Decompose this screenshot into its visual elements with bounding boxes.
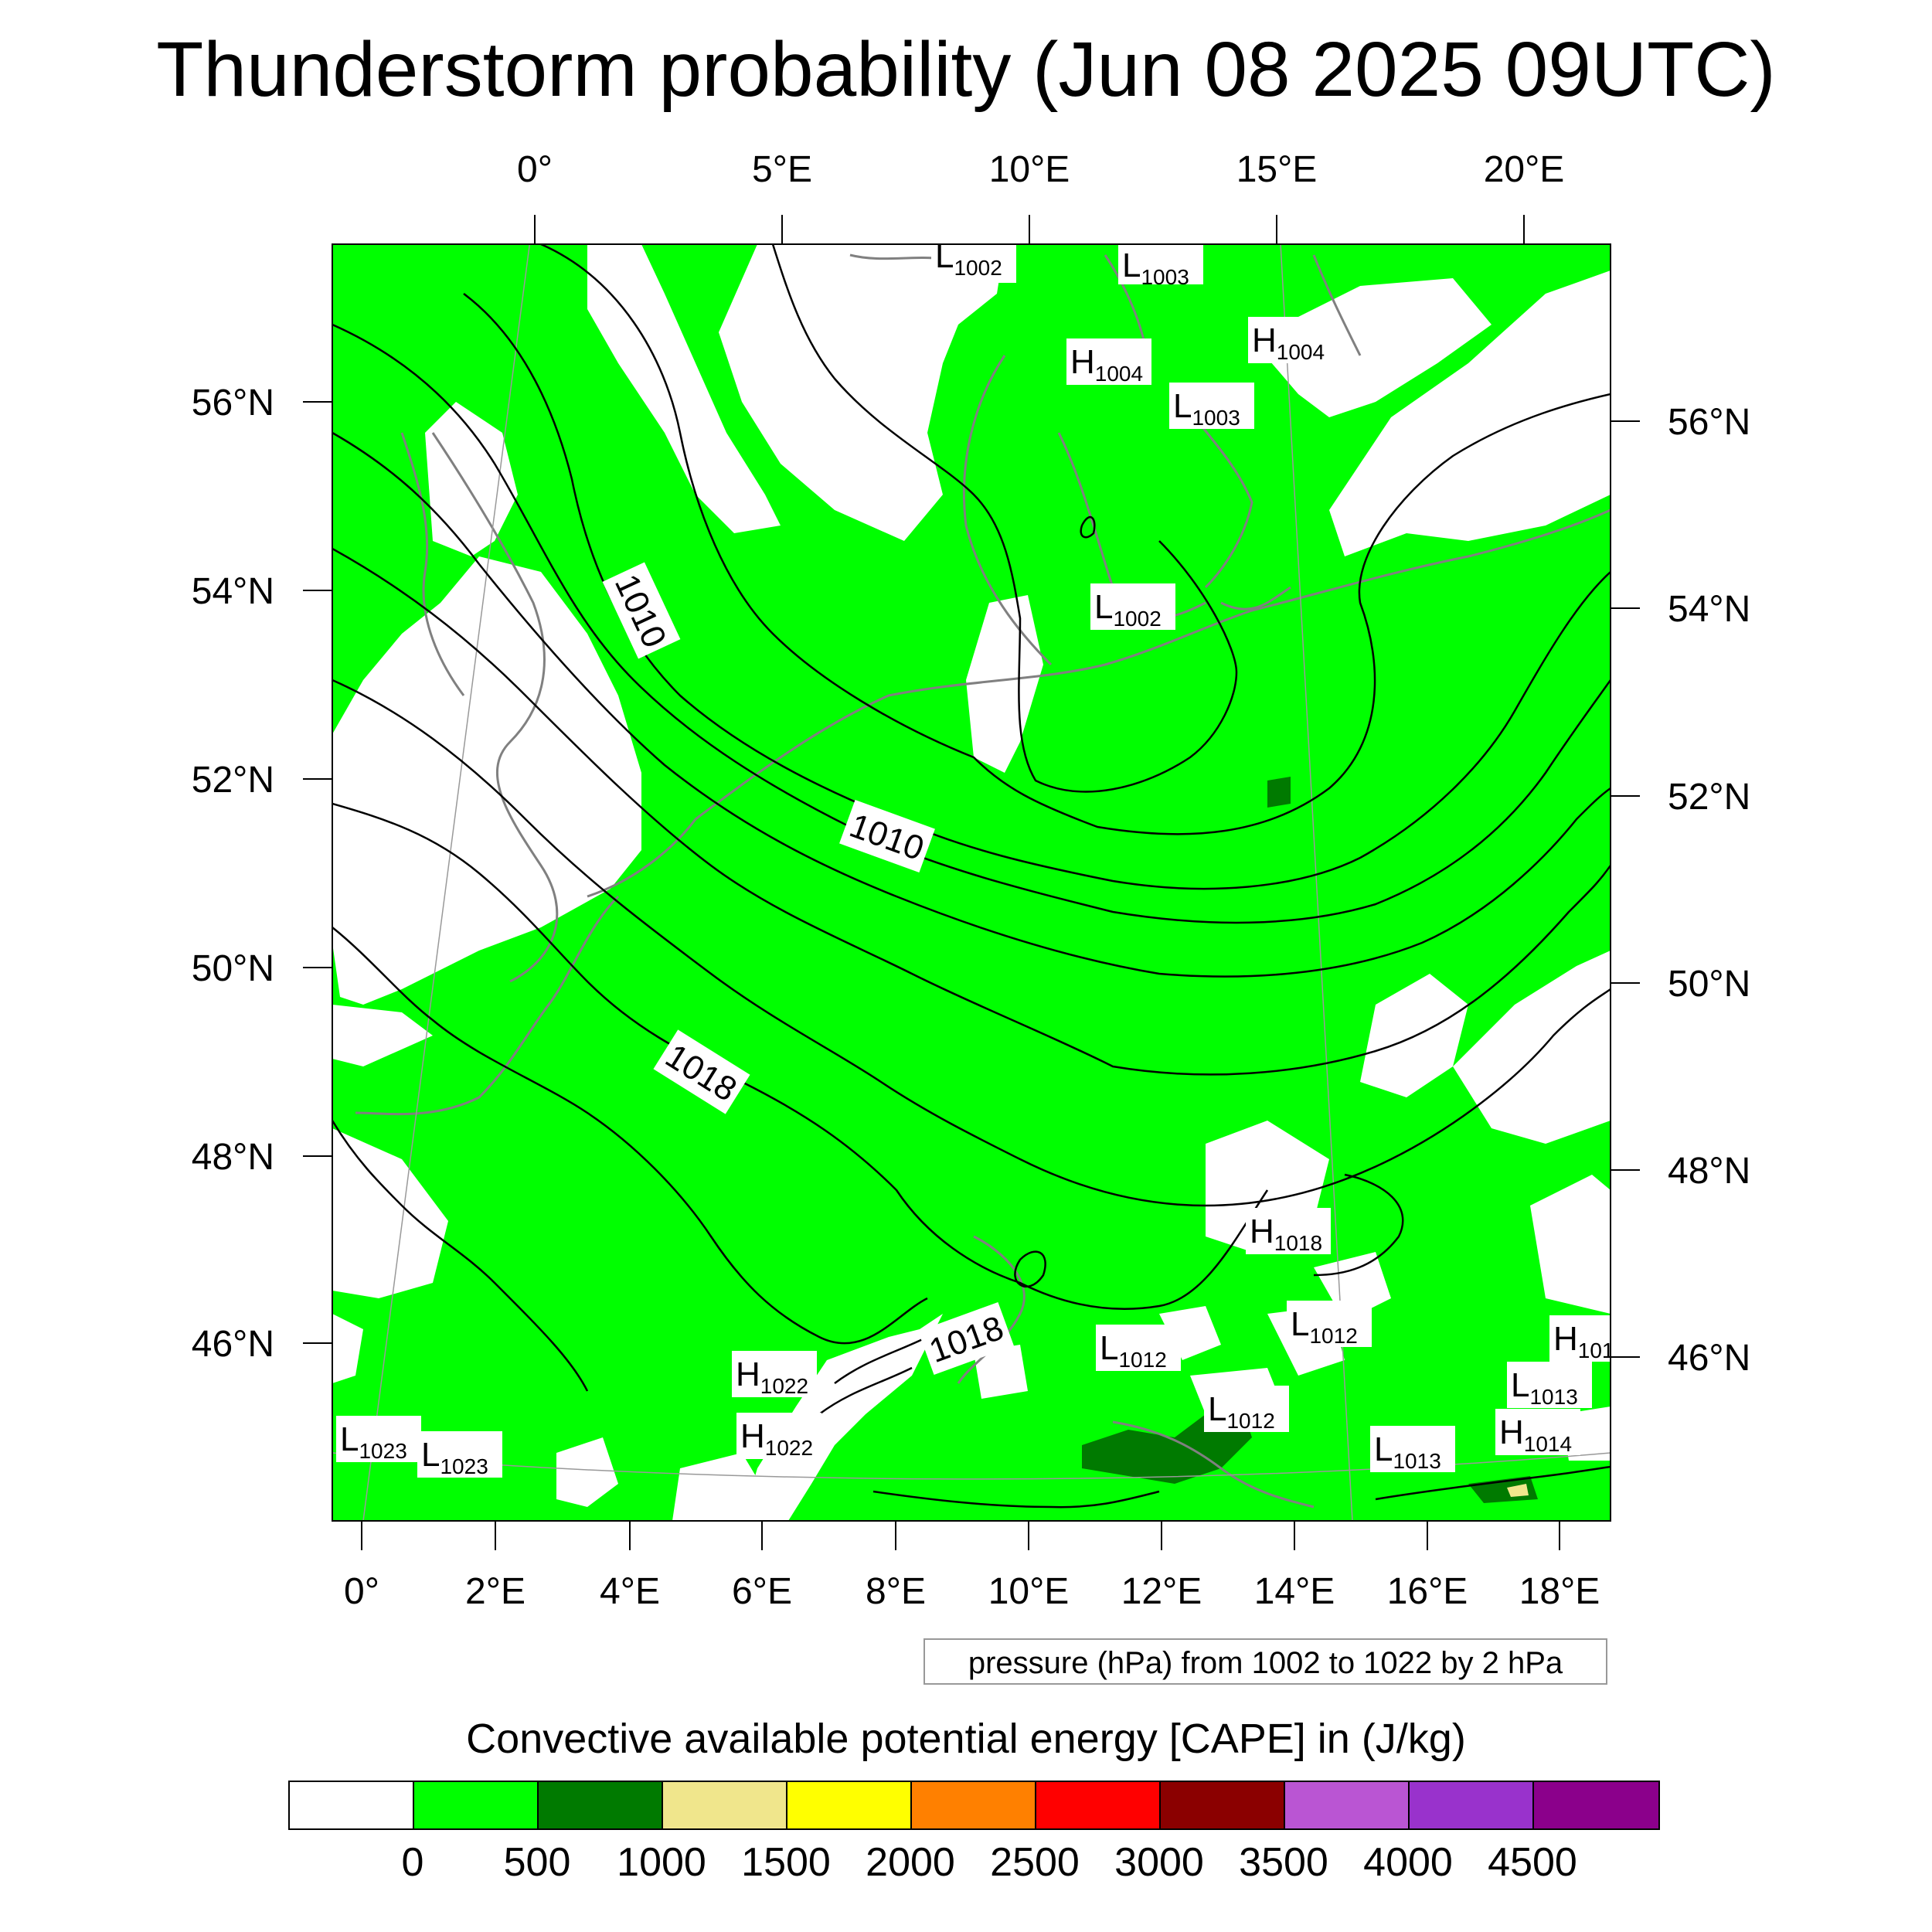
lon-label-bottom: 14°E bbox=[1254, 1571, 1335, 1612]
colorbar-labels: 0 500 1000 1500 2000 2500 3000 3500 4000 4500 bbox=[0, 1839, 1932, 1893]
bottom-axis-labels: 0° 2°E 4°E 6°E 8°E 10°E 12°E 14°E 16°E 1… bbox=[344, 1571, 1600, 1612]
pressure-center-label: L1012 bbox=[1100, 1329, 1167, 1372]
lat-label-right: 56°N bbox=[1668, 402, 1750, 443]
tick-marks bbox=[303, 215, 1640, 1550]
pressure-contour-note: pressure (hPa) from 1002 to 1022 by 2 hP… bbox=[923, 1638, 1607, 1685]
colorbar-label: 2000 bbox=[866, 1840, 955, 1885]
pressure-center-label: L1002 bbox=[935, 237, 1002, 280]
colorbar-label: 4500 bbox=[1488, 1840, 1577, 1885]
colorbar-segment bbox=[539, 1782, 663, 1828]
pressure-center-label: L1023 bbox=[340, 1420, 407, 1463]
lon-label-bottom: 12°E bbox=[1121, 1571, 1202, 1612]
colorbar-segment bbox=[1161, 1782, 1285, 1828]
map-title: Thunderstorm probability (Jun 08 2025 09… bbox=[156, 26, 1776, 113]
pressure-centers: L1002 L1003 H1004 H1004 L1003 L1002 H101… bbox=[336, 237, 1614, 1478]
colorbar-segment bbox=[1036, 1782, 1161, 1828]
lat-label-right: 50°N bbox=[1668, 964, 1750, 1005]
lat-label-left: 48°N bbox=[192, 1137, 274, 1178]
pressure-center-label: L1012 bbox=[1291, 1305, 1358, 1348]
top-axis-labels: 0° 5°E 10°E 15°E 20°E bbox=[517, 149, 1564, 190]
pressure-center-label: L1013 bbox=[1511, 1366, 1578, 1409]
colorbar-segment bbox=[290, 1782, 414, 1828]
lat-label-left: 46°N bbox=[192, 1324, 274, 1365]
colorbar-segment bbox=[414, 1782, 539, 1828]
lat-label-left: 50°N bbox=[192, 948, 274, 989]
pressure-center-label: H1004 bbox=[1070, 343, 1143, 386]
colorbar-label: 3500 bbox=[1239, 1840, 1328, 1885]
lon-label-bottom: 18°E bbox=[1519, 1571, 1600, 1612]
pressure-center-label: H1022 bbox=[736, 1355, 808, 1398]
lon-label-bottom: 4°E bbox=[600, 1571, 660, 1612]
colorbar-segment bbox=[1534, 1782, 1658, 1828]
pressure-center-label: L1023 bbox=[421, 1436, 488, 1478]
lat-label-right: 46°N bbox=[1668, 1338, 1750, 1379]
colorbar-label: 3000 bbox=[1114, 1840, 1204, 1885]
colorbar-segment bbox=[912, 1782, 1036, 1828]
lon-label-top: 15°E bbox=[1236, 149, 1318, 190]
colorbar-label: 500 bbox=[503, 1840, 571, 1885]
lon-label-bottom: 2°E bbox=[465, 1571, 526, 1612]
pressure-center-label: L1002 bbox=[1094, 588, 1162, 631]
lat-label-right: 52°N bbox=[1668, 777, 1750, 818]
right-axis-labels: 56°N 54°N 52°N 50°N 48°N 46°N bbox=[1668, 402, 1750, 1379]
colorbar-label: 1500 bbox=[741, 1840, 831, 1885]
cape-colorbar bbox=[288, 1781, 1660, 1830]
lon-label-top: 20°E bbox=[1484, 149, 1565, 190]
lon-label-top: 5°E bbox=[752, 149, 812, 190]
lon-label-bottom: 0° bbox=[344, 1571, 379, 1612]
map-frame bbox=[332, 243, 1611, 1522]
pressure-center-label: H101 bbox=[1553, 1320, 1614, 1362]
lon-label-bottom: 6°E bbox=[732, 1571, 792, 1612]
colorbar-title: Convective available potential energy [C… bbox=[466, 1716, 1466, 1762]
lon-label-top: 0° bbox=[517, 149, 553, 190]
pressure-center-label: H1004 bbox=[1252, 321, 1325, 364]
pressure-center-label: L1013 bbox=[1374, 1430, 1441, 1473]
map-panel: 1010 1010 1018 1018 L1002 L1003 H1004 H1… bbox=[332, 237, 1614, 1521]
left-axis-labels: 56°N 54°N 52°N 50°N 48°N 46°N bbox=[192, 383, 274, 1365]
lon-label-bottom: 10°E bbox=[988, 1571, 1070, 1612]
lon-label-bottom: 16°E bbox=[1387, 1571, 1468, 1612]
colorbar-segment bbox=[1410, 1782, 1534, 1828]
colorbar-label: 0 bbox=[401, 1840, 424, 1885]
colorbar-segment bbox=[663, 1782, 787, 1828]
isobars bbox=[332, 244, 1611, 1509]
pressure-center-label: L1003 bbox=[1122, 247, 1189, 289]
lat-label-left: 56°N bbox=[192, 383, 274, 423]
colorbar-segment bbox=[787, 1782, 912, 1828]
lon-label-bottom: 8°E bbox=[866, 1571, 926, 1612]
lat-label-left: 52°N bbox=[192, 760, 274, 801]
lat-label-right: 48°N bbox=[1668, 1151, 1750, 1192]
colorbar-label: 1000 bbox=[617, 1840, 706, 1885]
colorbar-label: 4000 bbox=[1363, 1840, 1453, 1885]
pressure-center-label: H1014 bbox=[1499, 1413, 1572, 1456]
colorbar-label: 2500 bbox=[990, 1840, 1080, 1885]
lat-label-right: 54°N bbox=[1668, 589, 1750, 630]
lon-label-top: 10°E bbox=[989, 149, 1070, 190]
lat-label-left: 54°N bbox=[192, 571, 274, 612]
pressure-center-label: L1003 bbox=[1173, 387, 1240, 430]
pressure-center-label: H1022 bbox=[740, 1417, 813, 1460]
pressure-center-label: L1012 bbox=[1208, 1390, 1275, 1433]
colorbar-segment bbox=[1285, 1782, 1410, 1828]
pressure-center-label: H1018 bbox=[1250, 1213, 1322, 1255]
